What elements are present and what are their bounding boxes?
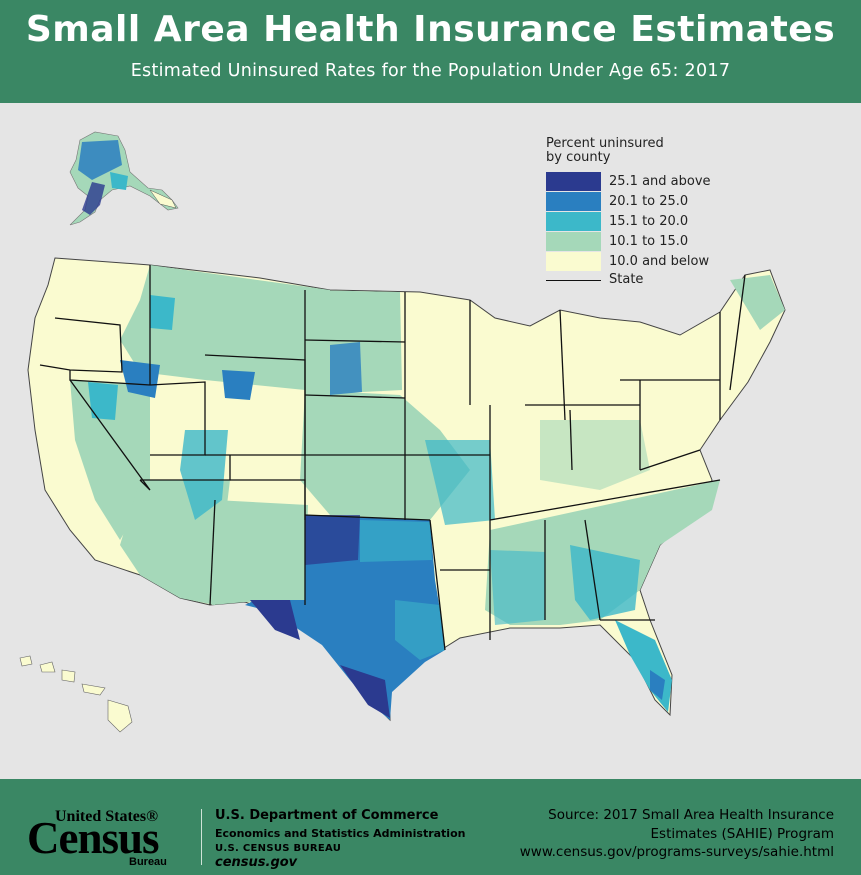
legend-label: 15.1 to 20.0 xyxy=(609,214,689,229)
legend-label: 20.1 to 25.0 xyxy=(609,194,689,209)
footer-banner xyxy=(0,779,861,875)
header-banner: Small Area Health Insurance Estimates Es… xyxy=(0,0,861,103)
legend-title-line1: Percent uninsured xyxy=(546,136,664,151)
texas-oklahoma-region xyxy=(245,515,445,720)
dept-census-bureau: U.S. CENSUS BUREAU xyxy=(215,843,342,854)
state-line-swatch xyxy=(546,280,601,281)
logo-united-states: United States® xyxy=(55,808,159,825)
census-logo[interactable]: United States® Census Bureau xyxy=(25,808,185,870)
map-legend: Percent uninsured by county 25.1 and abo… xyxy=(546,136,746,287)
source-note: Source: 2017 Small Area Health Insurance… xyxy=(520,806,834,862)
legend-item: 15.1 to 20.0 xyxy=(546,212,746,231)
legend-item: 25.1 and above xyxy=(546,172,746,191)
rate-regions xyxy=(70,265,785,712)
legend-swatch xyxy=(546,252,601,271)
dept-esa: Economics and Statistics Administration xyxy=(215,827,466,840)
footer-divider xyxy=(201,809,202,865)
legend-swatch xyxy=(546,232,601,251)
logo-bureau: Bureau xyxy=(129,856,167,868)
source-line2: Estimates (SAHIE) Program xyxy=(650,825,834,842)
us-county-map xyxy=(19,131,786,733)
legend-item-state: State xyxy=(546,270,746,289)
state-borders xyxy=(39,265,746,651)
legend-item: 20.1 to 25.0 xyxy=(546,192,746,211)
legend-label: 10.0 and below xyxy=(609,254,710,269)
legend-title-line2: by county xyxy=(546,150,611,165)
legend-label: 10.1 to 15.0 xyxy=(609,234,689,249)
dept-commerce: U.S. Department of Commerce xyxy=(215,808,439,823)
hawaii-region xyxy=(19,655,133,733)
logo-census: Census xyxy=(27,813,160,863)
legend-item: 10.1 to 15.0 xyxy=(546,232,746,251)
legend-swatch xyxy=(546,172,601,191)
source-url-link[interactable]: www.census.gov/programs-surveys/sahie.ht… xyxy=(519,844,834,860)
page-title: Small Area Health Insurance Estimates xyxy=(25,9,836,50)
legend-label: 25.1 and above xyxy=(609,174,711,189)
legend-item: 10.0 and below xyxy=(546,252,746,271)
department-info: U.S. Department of Commerce Economics an… xyxy=(215,808,465,870)
legend-label-state: State xyxy=(609,272,644,287)
census-gov-link[interactable]: census.gov xyxy=(215,855,298,870)
alaska-region xyxy=(69,131,179,226)
page-subtitle: Estimated Uninsured Rates for the Popula… xyxy=(130,61,731,81)
legend-swatch xyxy=(546,192,601,211)
legend-swatch xyxy=(546,212,601,231)
source-line1: Source: 2017 Small Area Health Insurance xyxy=(548,807,834,823)
